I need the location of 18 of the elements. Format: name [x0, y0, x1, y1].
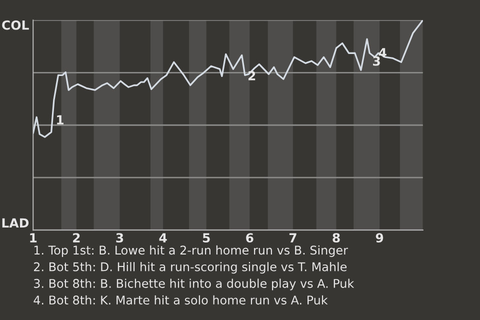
annotation: 1 [57, 115, 64, 124]
annotation: 3 [373, 56, 380, 66]
text: LAD [2, 218, 29, 228]
x-tick-label: 3 [116, 233, 124, 243]
x-tick-label: 7 [289, 233, 296, 242]
x-tick-label: 5 [202, 233, 210, 243]
x-tick-label: 8 [332, 233, 340, 243]
text: 1. Top 1st: B. Lowe hit a 2-run home run vs B. Singer [34, 245, 348, 257]
text: 4. Bot 8th: K. Marte hit a solo home run vs A. Puk [34, 295, 328, 305]
x-tick-label: 9 [376, 233, 384, 243]
x-tick-label: 1 [30, 233, 37, 242]
text: COL [2, 20, 29, 30]
x-tick-label: 2 [73, 233, 80, 242]
annotation: 2 [248, 71, 256, 80]
x-tick-label: 4 [159, 233, 167, 242]
text: 3. Bot 8th: B. Bichette hit into a double play vs A. Puk [34, 278, 354, 290]
text: 2. Bot 5th: D. Hill hit a run-scoring single vs T. Mahle [34, 262, 347, 274]
x-tick-label: 6 [246, 233, 254, 243]
